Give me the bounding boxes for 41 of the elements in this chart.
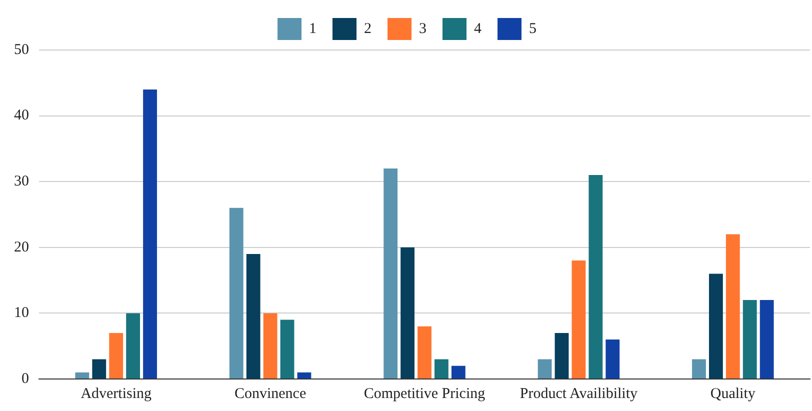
bar	[126, 313, 140, 378]
x-tick-label: Competitive Pricing	[364, 386, 486, 402]
bar	[297, 372, 312, 378]
bar	[263, 313, 278, 378]
y-tick-label: 30	[14, 174, 29, 190]
legend-label: 2	[364, 20, 372, 37]
bar	[418, 326, 432, 378]
x-tick-label: Advertising	[80, 386, 152, 402]
bar	[143, 89, 157, 378]
bar	[572, 260, 586, 378]
bar	[692, 359, 706, 378]
bar	[75, 372, 90, 378]
bar	[434, 359, 448, 378]
x-tick-label: Quality	[710, 386, 756, 402]
y-tick-label: 40	[14, 108, 29, 124]
bar	[400, 247, 414, 378]
legend-label: 3	[419, 20, 426, 37]
bar	[246, 254, 260, 378]
bar	[229, 208, 244, 378]
legend-label: 5	[529, 20, 536, 37]
bar	[280, 320, 294, 378]
bar	[760, 300, 774, 378]
x-tick-label: Convinence	[234, 386, 306, 402]
bar	[92, 359, 106, 378]
y-tick-label: 20	[14, 239, 29, 256]
bar	[451, 366, 466, 378]
bar	[742, 300, 757, 378]
bar	[384, 168, 398, 378]
y-tick-label: 0	[22, 370, 29, 387]
bar	[606, 340, 620, 378]
legend-label: 4	[474, 20, 482, 37]
bar	[109, 332, 124, 378]
bar	[708, 274, 723, 378]
bar	[538, 359, 552, 378]
x-tick-label: Product Availibility	[520, 386, 638, 402]
bar	[588, 175, 603, 378]
legend-label: 1	[309, 20, 316, 37]
y-tick-label: 50	[14, 42, 29, 58]
bar	[554, 332, 569, 378]
bar	[726, 234, 740, 378]
y-tick-label: 10	[14, 305, 29, 322]
